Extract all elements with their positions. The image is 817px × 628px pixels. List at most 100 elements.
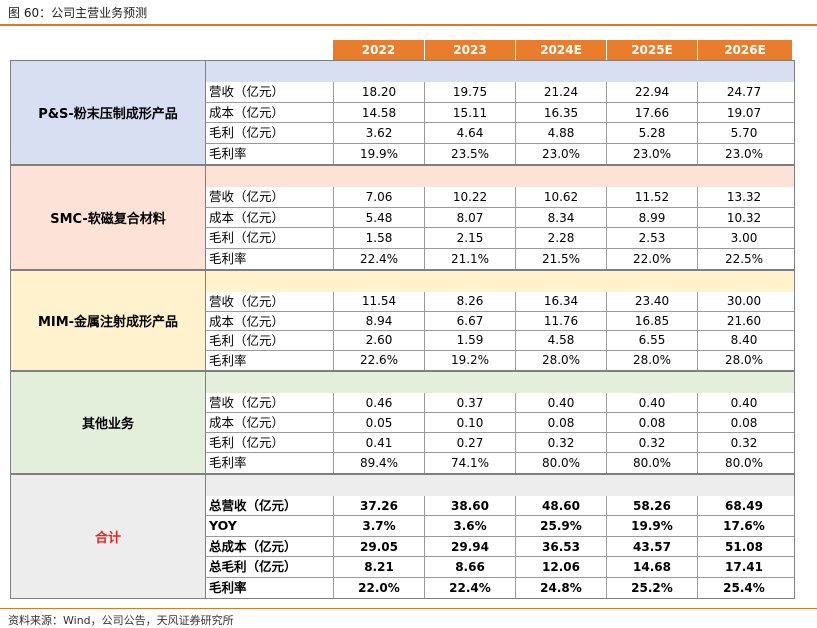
segment-band (206, 61, 794, 83)
value-cell: 4.64 (425, 123, 516, 143)
value-cell: 8.34 (516, 207, 607, 227)
value-cell: 22.6% (334, 350, 425, 370)
value-cell: 22.0% (607, 248, 698, 269)
value-cell: 23.5% (425, 143, 516, 164)
segment-band (206, 372, 794, 394)
value-cell: 22.4% (334, 248, 425, 269)
segment-group: SMC-软磁复合材料 营收（亿元） 7.06 10.22 10.62 11.52 13.32… (10, 165, 795, 270)
value-cell: 25.2% (607, 577, 698, 598)
value-cell: 5.48 (334, 207, 425, 227)
value-cell: 22.94 (607, 82, 698, 102)
value-cell: 21.24 (516, 82, 607, 102)
value-cell: 48.60 (516, 496, 607, 516)
value-cell: 21.5% (516, 248, 607, 269)
value-cell: 3.62 (334, 123, 425, 143)
table-row: 毛利率 22.6% 19.2% 28.0% 28.0% 28.0% (206, 350, 794, 370)
row-label: 毛利（亿元） (206, 123, 334, 143)
table-row: 毛利率 22.4% 21.1% 21.5% 22.0% 22.5% (206, 248, 794, 269)
row-label: 成本（亿元） (206, 311, 334, 330)
value-cell: 0.08 (730, 416, 758, 430)
value-cell: 22.5% (724, 251, 764, 266)
row-label: 总成本（亿元） (206, 536, 334, 557)
value-cell: 80.0% (607, 453, 698, 473)
value-cell: 14.58 (334, 102, 425, 122)
value-cell: 0.27 (425, 433, 516, 452)
value-cell: 28.0% (516, 350, 607, 370)
table-row: 营收（亿元） 0.46 0.37 0.40 0.40 0.40 (206, 393, 794, 413)
value-cell: 16.34 (516, 292, 607, 311)
value-cell: 21.60 (726, 313, 762, 328)
table-row: 毛利（亿元） 0.41 0.27 0.32 0.32 0.32 (206, 433, 794, 453)
value-cell: 0.40 (516, 393, 607, 412)
value-cell: 8.66 (425, 557, 516, 577)
value-cell: 19.75 (425, 82, 516, 102)
segment-rows: 营收（亿元） 18.20 19.75 21.24 22.94 24.77 成本（亿元） 14.… (206, 82, 794, 164)
footer-divider (0, 608, 817, 609)
row-label: 毛利率 (206, 248, 334, 269)
row-label: 总毛利（亿元） (206, 557, 334, 577)
value-cell: 16.85 (607, 311, 698, 330)
value-cell: 1.59 (425, 331, 516, 350)
value-cell: 8.94 (334, 311, 425, 330)
value-cell: 11.52 (607, 187, 698, 207)
value-cell: 17.66 (607, 102, 698, 122)
segment-group: MIM-金属注射成形产品 营收（亿元） 11.54 8.26 16.34 23.40 30.… (10, 270, 795, 371)
table-row: 成本（亿元） 0.05 0.10 0.08 0.08 0.08 (206, 413, 794, 433)
table-row: YOY 3.7% 3.6% 25.9% 19.9% 17.6% (206, 516, 794, 537)
value-cell: 19.9% (334, 143, 425, 164)
value-cell: 10.22 (425, 187, 516, 207)
segment-band (206, 475, 794, 497)
value-cell: 6.67 (425, 311, 516, 330)
table-row: 总毛利（亿元） 8.21 8.66 12.06 14.68 17.41 (206, 557, 794, 578)
year-header: 2024E (516, 40, 607, 60)
row-label: 成本（亿元） (206, 413, 334, 432)
value-cell: 51.08 (725, 539, 763, 554)
row-label: 营收（亿元） (206, 82, 334, 102)
value-cell: 13.32 (726, 190, 762, 204)
value-cell: 28.0% (724, 352, 764, 367)
value-cell: 37.26 (334, 496, 425, 516)
value-cell: 19.9% (607, 516, 698, 536)
table-row: 营收（亿元） 7.06 10.22 10.62 11.52 13.32 (206, 187, 794, 208)
table-row: 营收（亿元） 11.54 8.26 16.34 23.40 30.00 (206, 292, 794, 312)
value-cell: 23.40 (607, 292, 698, 311)
value-cell: 11.76 (516, 311, 607, 330)
value-cell: 4.88 (516, 123, 607, 143)
row-label: 毛利（亿元） (206, 228, 334, 248)
value-cell: 7.06 (334, 187, 425, 207)
value-cell: 23.0% (724, 146, 764, 161)
segment-group: 其他业务 营收（亿元） 0.46 0.37 0.40 0.40 0.40 成本（亿元） 0.05… (10, 371, 795, 474)
row-label: 毛利（亿元） (206, 433, 334, 452)
value-cell: 23.0% (607, 143, 698, 164)
table-row: 毛利率 89.4% 74.1% 80.0% 80.0% 80.0% (206, 453, 794, 473)
value-cell: 17.6% (723, 519, 765, 534)
segment-rows: 营收（亿元） 11.54 8.26 16.34 23.40 30.00 成本（亿元） 8.94… (206, 292, 794, 370)
value-cell: 2.53 (607, 228, 698, 248)
value-cell: 6.55 (607, 331, 698, 350)
row-label: 总营收（亿元） (206, 496, 334, 516)
table-row: 营收（亿元） 18.20 19.75 21.24 22.94 24.77 (206, 82, 794, 103)
segment-label: 合计 (11, 475, 206, 598)
year-header: 2022 (333, 40, 425, 60)
value-cell: 4.58 (516, 331, 607, 350)
title-divider (0, 24, 817, 26)
value-cell: 24.8% (516, 577, 607, 598)
value-cell: 19.2% (425, 350, 516, 370)
figure-title: 图 60：公司主营业务预测 (8, 6, 148, 20)
value-cell: 22.4% (425, 577, 516, 598)
value-cell: 18.20 (334, 82, 425, 102)
table-row: 成本（亿元） 14.58 15.11 16.35 17.66 19.07 (206, 102, 794, 123)
table-row: 毛利（亿元） 3.62 4.64 4.88 5.28 5.70 (206, 123, 794, 144)
table-row: 毛利率 22.0% 22.4% 24.8% 25.2% 25.4% (206, 577, 794, 598)
value-cell: 58.26 (607, 496, 698, 516)
value-cell: 80.0% (724, 456, 764, 470)
value-cell: 10.62 (516, 187, 607, 207)
value-cell: 28.0% (607, 350, 698, 370)
value-cell: 0.32 (516, 433, 607, 452)
value-cell: 25.4% (723, 580, 765, 595)
value-cell: 17.41 (725, 560, 763, 575)
value-cell: 8.26 (425, 292, 516, 311)
segment-band (206, 166, 794, 188)
value-cell: 3.7% (334, 516, 425, 536)
value-cell: 11.54 (334, 292, 425, 311)
